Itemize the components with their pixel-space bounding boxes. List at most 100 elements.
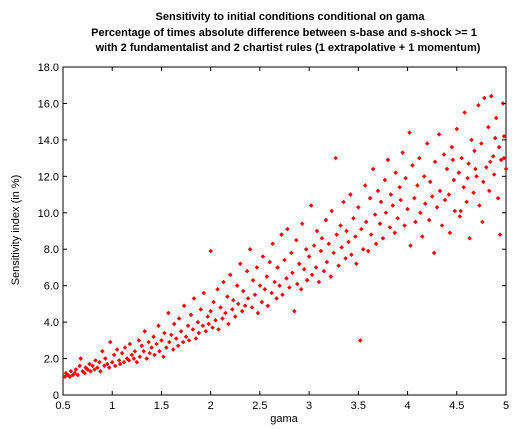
scatter-point [306,254,312,259]
x-tick-label: 5 [503,400,509,412]
scatter-point [377,221,383,226]
chart-title-line-1: Sensitivity to initial conditions condit… [156,11,426,23]
scatter-point [284,276,289,281]
scatter-point [85,367,90,372]
scatter-point [195,319,201,325]
y-tick-label: 12.0 [38,171,59,183]
scatter-point [415,183,420,188]
scatter-point [255,310,261,316]
x-tick-label: 4 [404,400,410,412]
y-tick-label: 8.0 [44,244,59,256]
scatter-point [149,345,154,350]
scatter-point [497,232,503,237]
scatter-point [398,197,403,203]
scatter-point [392,230,398,236]
scatter-point [157,349,162,354]
scatter-point [223,310,228,316]
scatter-point [326,241,332,247]
scatter-point [383,210,389,216]
scatter-point [480,219,485,225]
scatter-point [169,332,174,338]
scatter-point [329,208,335,214]
scatter-point [367,195,373,201]
scatter-point [203,328,209,334]
scatter-point [166,310,171,316]
scatter-point [490,154,496,159]
scatter-point [95,365,100,370]
scatter-point [206,321,211,327]
scatter-point [451,177,457,183]
scatter-point [474,174,479,179]
x-tick-label: 3.5 [351,400,366,412]
y-tick-label: 4.0 [44,317,59,329]
scatter-point [244,268,250,274]
scatter-point [264,274,270,279]
scatter-point [469,137,474,143]
scatter-point [387,225,393,230]
scatter-point [279,232,284,237]
scatter-point [353,234,358,239]
scatter-point [167,339,172,345]
y-tick-label: 14.0 [38,135,59,147]
scatter-point [185,323,191,329]
scatter-point [501,155,507,161]
scatter-point [242,303,248,308]
scatter-point [309,272,315,277]
scatter-point [405,206,410,212]
scatter-point [234,283,240,288]
scatter-point [274,296,279,301]
scatter-point [339,245,344,250]
scatter-point [226,321,231,327]
scatter-point [103,356,108,361]
scatter-point [105,361,110,367]
scatter-point [216,327,221,332]
scatter-point [221,279,226,285]
scatter-point [423,201,428,206]
x-tick-label: 1.5 [154,400,169,412]
x-axis-label: gama [270,413,298,425]
scatter-point [484,164,489,170]
scatter-point [259,299,265,305]
scatter-point [225,294,230,299]
chart-title-line-3: with 2 fundamentalist and 2 chartist rul… [95,42,481,54]
y-tick-label: 16.0 [38,98,59,110]
scatter-point [295,281,300,287]
scatter-point [260,254,266,259]
x-tick-label: 2 [208,400,214,412]
scatter-point [137,354,143,359]
scatter-point [304,277,310,283]
y-tick-label: 10.0 [38,208,59,220]
scatter-point [228,272,233,277]
y-tick-label: 6.0 [44,281,59,293]
scatter-point [344,228,349,234]
scatter-point [328,274,334,279]
y-tick-label: 2.0 [44,354,59,366]
scatter-point [343,256,348,261]
scatter-point [277,283,282,288]
scatter-point [146,339,151,345]
scatter-point [410,163,415,168]
scatter-point [262,287,268,292]
scatter-point [441,152,447,157]
scatter-point [183,334,189,339]
scatter-point [408,243,413,248]
scatter-point [249,305,255,310]
plot-area: 0.5 1 1.5 2 2.5 3 3.5 4 4.5 5 0 2.0 4.0 6.0 8.0 10.0 12… [38,62,509,412]
scatter-point [321,268,327,274]
scatter-point [240,288,246,294]
scatter-point [358,338,363,343]
x-tick-label: 1 [109,400,115,412]
y-tick-label: 18.0 [38,62,59,74]
scatter-point [316,279,322,285]
scatter-point [397,185,402,190]
scatter-point [267,259,272,265]
scatter-point [461,185,466,190]
scatter-point [162,330,167,336]
scatter-point [422,174,427,179]
scatter-point [495,195,501,201]
scatter-point [465,175,470,181]
scatter-point [362,183,368,188]
scatter-point [501,133,507,139]
scatter-point [280,292,285,298]
scatter-point [170,347,176,352]
